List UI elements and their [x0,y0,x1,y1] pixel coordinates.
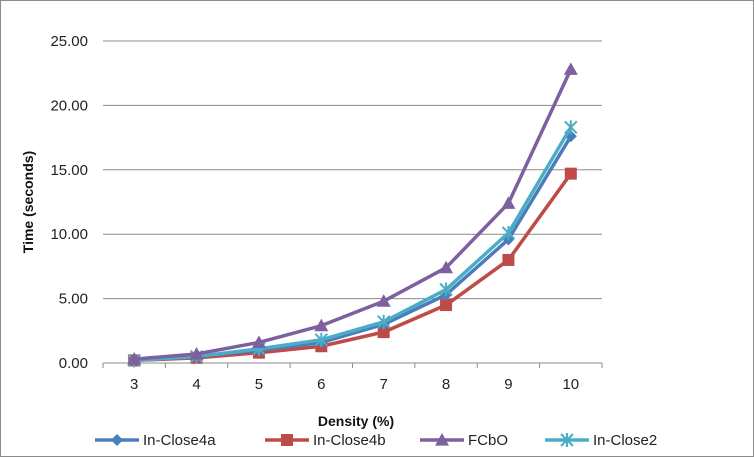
legend-label: In-Close4a [143,432,216,449]
legend-item-in-close4a: In-Close4a [95,432,216,449]
data-point [501,225,516,240]
y-axis-title: Time (seconds) [20,151,36,253]
x-tick-label: 7 [380,376,388,393]
data-point [314,332,329,347]
x-axis-tick-labels: 3 4 5 6 7 8 9 10 [130,376,579,393]
x-tick-label: 9 [504,376,512,393]
y-tick-label: 15.00 [50,162,88,179]
series-line [134,126,573,363]
data-point [439,282,453,297]
x-tick-label: 5 [255,376,263,393]
series-line [134,68,573,361]
y-tick-label: 0.00 [59,355,88,372]
data-point [564,120,578,135]
x-tick-label: 3 [130,376,138,393]
data-point [251,335,266,348]
data-point [127,352,142,365]
data-point [501,196,516,209]
data-point [440,299,453,312]
data-point [377,326,390,339]
data-point [502,253,515,266]
gridlines [103,40,602,300]
legend-marker [281,434,293,446]
legend-item-in-close2: In-Close2 [545,432,657,449]
x-axis [102,362,603,368]
legend-label: In-Close4b [313,432,386,449]
y-tick-label: 10.00 [50,226,88,243]
legend-label: FCbO [468,432,508,449]
legend-marker [111,434,123,446]
y-axis-tick-labels: 0.00 5.00 10.00 15.00 20.00 25.00 [50,33,88,372]
data-point [439,260,454,274]
data-point [376,314,391,329]
x-axis-title: Density (%) [318,413,394,429]
legend-marker [435,433,449,446]
legend: In-Close4a In-Close4b FCbO In-Close2 [95,432,657,449]
legend-item-in-close4b: In-Close4b [265,432,386,449]
y-tick-label: 20.00 [50,97,88,114]
legend-marker [560,433,574,447]
data-point [376,294,391,307]
y-tick-label: 25.00 [50,33,88,50]
legend-item-fcbo: FCbO [420,432,508,449]
data-point [563,62,578,75]
x-tick-label: 10 [562,376,579,393]
series-group [127,62,578,368]
x-tick-label: 4 [192,376,200,393]
legend-label: In-Close2 [593,432,657,449]
x-tick-label: 6 [317,376,325,393]
data-point [314,318,329,332]
x-tick-label: 8 [442,376,450,393]
y-tick-label: 5.00 [59,291,88,308]
data-point [189,346,204,360]
data-point [564,167,577,180]
series-fcbo [127,62,578,365]
